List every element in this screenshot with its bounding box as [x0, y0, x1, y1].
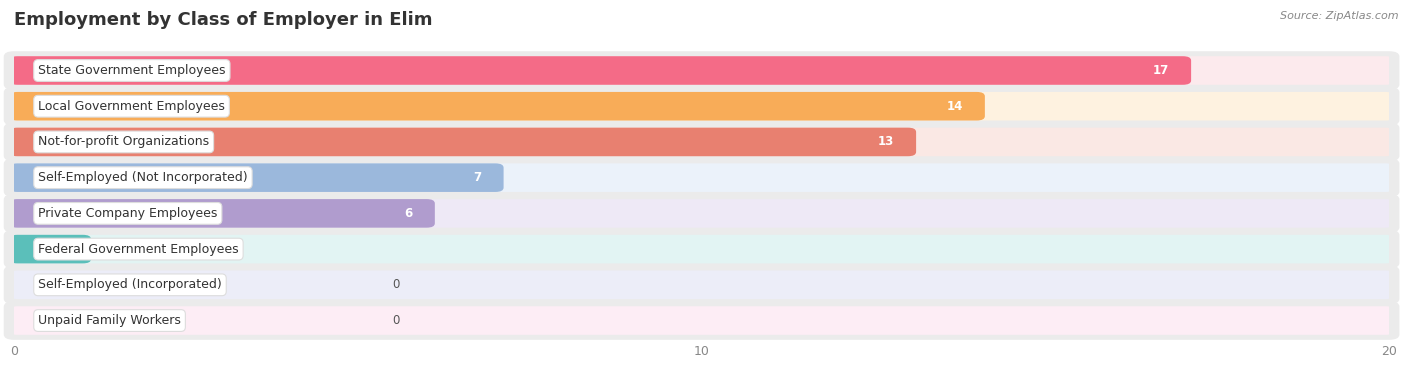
Text: Self-Employed (Not Incorporated): Self-Employed (Not Incorporated): [38, 171, 247, 184]
Text: Source: ZipAtlas.com: Source: ZipAtlas.com: [1281, 11, 1399, 21]
Text: State Government Employees: State Government Employees: [38, 64, 225, 77]
FancyBboxPatch shape: [10, 92, 984, 121]
Text: 6: 6: [405, 207, 413, 220]
FancyBboxPatch shape: [10, 199, 1393, 228]
Text: Not-for-profit Organizations: Not-for-profit Organizations: [38, 135, 209, 149]
FancyBboxPatch shape: [10, 163, 1393, 192]
FancyBboxPatch shape: [4, 123, 1399, 161]
Text: Unpaid Family Workers: Unpaid Family Workers: [38, 314, 181, 327]
FancyBboxPatch shape: [10, 306, 1393, 335]
FancyBboxPatch shape: [4, 51, 1399, 90]
FancyBboxPatch shape: [4, 265, 1399, 304]
FancyBboxPatch shape: [4, 301, 1399, 340]
FancyBboxPatch shape: [4, 230, 1399, 268]
FancyBboxPatch shape: [10, 271, 1393, 299]
Text: 14: 14: [946, 100, 963, 113]
Text: 1: 1: [60, 243, 69, 256]
Text: Employment by Class of Employer in Elim: Employment by Class of Employer in Elim: [14, 11, 433, 29]
FancyBboxPatch shape: [10, 56, 1393, 85]
FancyBboxPatch shape: [10, 235, 1393, 263]
Text: 17: 17: [1153, 64, 1170, 77]
Text: 7: 7: [474, 171, 482, 184]
Text: Private Company Employees: Private Company Employees: [38, 207, 218, 220]
FancyBboxPatch shape: [4, 158, 1399, 197]
Text: 0: 0: [392, 278, 399, 291]
FancyBboxPatch shape: [4, 87, 1399, 126]
FancyBboxPatch shape: [10, 56, 1191, 85]
Text: Local Government Employees: Local Government Employees: [38, 100, 225, 113]
FancyBboxPatch shape: [4, 194, 1399, 233]
FancyBboxPatch shape: [10, 235, 91, 263]
Text: Self-Employed (Incorporated): Self-Employed (Incorporated): [38, 278, 222, 291]
FancyBboxPatch shape: [10, 128, 917, 156]
FancyBboxPatch shape: [10, 199, 434, 228]
FancyBboxPatch shape: [10, 92, 1393, 121]
FancyBboxPatch shape: [10, 163, 503, 192]
Text: 13: 13: [877, 135, 894, 149]
FancyBboxPatch shape: [10, 128, 1393, 156]
Text: 0: 0: [392, 314, 399, 327]
Text: Federal Government Employees: Federal Government Employees: [38, 243, 239, 256]
